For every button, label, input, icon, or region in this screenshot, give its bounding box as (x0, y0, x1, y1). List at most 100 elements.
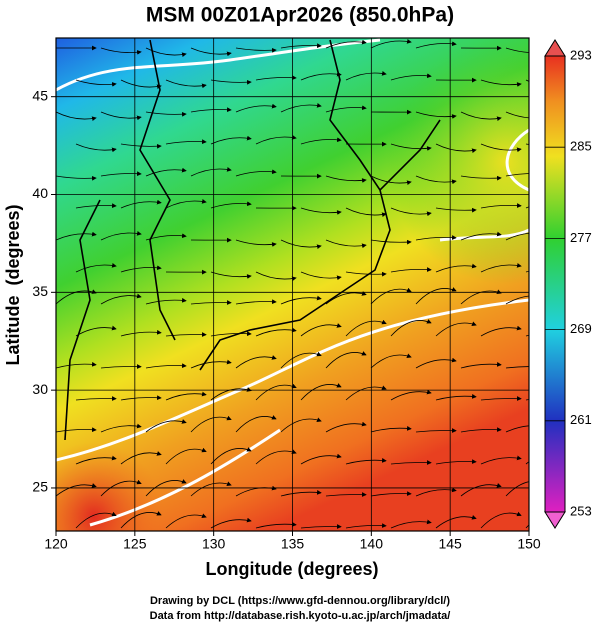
streamline (145, 479, 187, 497)
streamline (120, 265, 162, 273)
streamline (300, 323, 342, 337)
streamline (165, 447, 207, 465)
streamline (505, 425, 529, 433)
credit: Data from http://database.rish.kyoto-u.a… (150, 610, 451, 622)
streamline (75, 396, 117, 401)
streamline (235, 355, 277, 369)
streamline (235, 415, 277, 433)
streamline (120, 451, 162, 465)
streamline (435, 143, 477, 154)
streamline (415, 175, 457, 185)
streamline (390, 207, 432, 217)
streamline (370, 287, 412, 305)
y-tick-label: 35 (32, 283, 48, 299)
streamline (480, 203, 522, 209)
x-tick-label: 120 (44, 536, 68, 552)
streamline (325, 351, 367, 369)
streamline (280, 43, 322, 49)
streamline (345, 523, 387, 529)
streamline (235, 485, 277, 497)
credit: Drawing by DCL (https://www.gfd-dennou.o… (150, 595, 450, 607)
streamline (280, 102, 322, 113)
streamline (280, 239, 322, 250)
streamline (480, 511, 522, 529)
streamline (480, 396, 522, 401)
streamline (75, 455, 117, 465)
streamline (480, 79, 522, 87)
title: MSM 00Z01Apr2026 (850.0hPa) (146, 4, 454, 27)
streamline (210, 201, 252, 209)
streamline (300, 383, 342, 401)
streamline (390, 460, 432, 465)
colorbar-extend (544, 39, 566, 57)
streamline (190, 107, 232, 113)
streamline (100, 364, 142, 369)
streamline (370, 426, 412, 433)
x-tick-label: 145 (438, 536, 462, 552)
streamline (415, 428, 457, 433)
contour (505, 128, 529, 192)
streamline (165, 513, 207, 529)
streamline (415, 235, 457, 241)
streamline (165, 139, 207, 145)
streamline (210, 331, 252, 337)
streamline (75, 325, 117, 337)
streamline (190, 415, 232, 433)
streamline (190, 47, 232, 57)
streamline (145, 111, 187, 117)
x-tick-label: 130 (202, 536, 226, 552)
streamline (145, 167, 187, 177)
streamline (100, 171, 142, 177)
streamline (415, 357, 457, 369)
streamline (145, 233, 187, 241)
grid (56, 38, 529, 531)
streamline (100, 293, 142, 305)
streamline (435, 321, 477, 337)
streamline (190, 166, 232, 177)
streamline (300, 524, 342, 529)
y-tick-label: 25 (32, 479, 48, 495)
streamline (390, 389, 432, 401)
x-axis: 120 125 130 135 140 145 150 (44, 531, 541, 552)
streamline (235, 169, 277, 177)
streamline (56, 111, 97, 122)
streamline (505, 481, 529, 497)
streamline (165, 79, 207, 89)
streamline (505, 173, 529, 177)
y-axis: 25 30 35 40 45 (32, 87, 56, 495)
streamline (56, 231, 97, 241)
streamline (300, 137, 342, 145)
streamline (120, 143, 162, 149)
contour (89, 428, 281, 527)
streamline (435, 207, 477, 213)
streamline (75, 262, 117, 273)
streamline (210, 135, 252, 145)
streamline (460, 111, 502, 122)
streamline (370, 491, 412, 497)
streamline (235, 103, 277, 113)
streamline (210, 447, 252, 465)
streamline (145, 363, 187, 369)
streamline (325, 239, 367, 249)
contour (439, 228, 529, 242)
streamline (165, 332, 207, 337)
streamline (280, 351, 322, 369)
streamlines (56, 38, 529, 529)
streamline (505, 47, 529, 53)
streamline (56, 361, 97, 369)
streamline (505, 366, 529, 369)
streamline (75, 79, 117, 87)
streamline (370, 239, 412, 245)
streamline (100, 230, 142, 241)
streamline (300, 71, 342, 81)
streamline (325, 105, 367, 113)
streamline (415, 287, 457, 305)
streamline (505, 111, 529, 119)
streamline (145, 47, 187, 58)
x-tick-label: 135 (281, 536, 305, 552)
colorbar-extend (544, 511, 566, 529)
streamline (100, 47, 142, 55)
streamline (480, 263, 522, 273)
x-axis-label: Longitude (degrees) (205, 559, 378, 579)
